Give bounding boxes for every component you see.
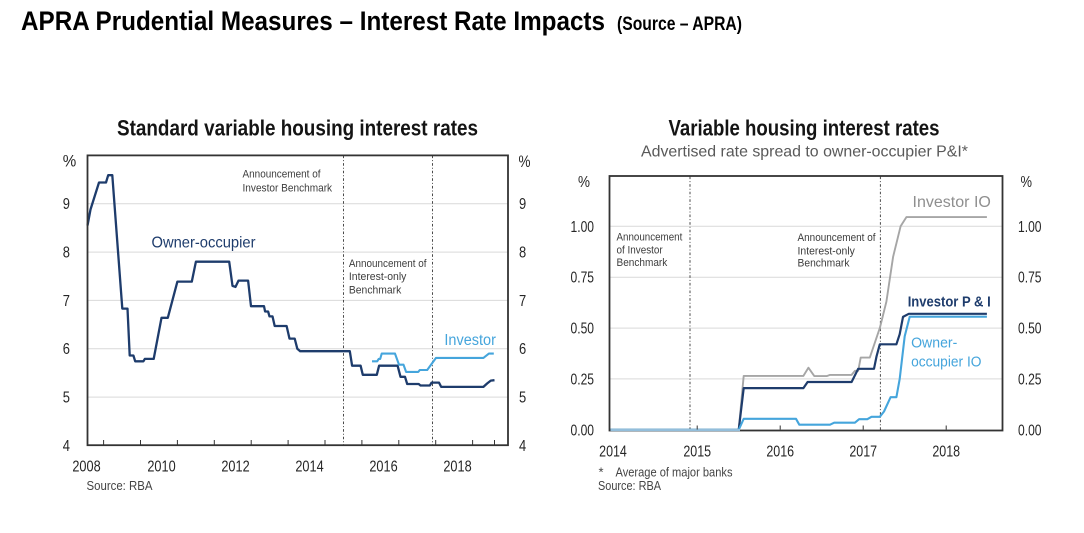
- svg-text:2010: 2010: [147, 459, 175, 476]
- svg-text:Announcement of: Announcement of: [798, 232, 877, 244]
- svg-text:5: 5: [519, 390, 526, 407]
- svg-text:0.75: 0.75: [571, 270, 595, 287]
- svg-text:0.50: 0.50: [1018, 321, 1042, 338]
- svg-text:occupier IO: occupier IO: [911, 354, 981, 371]
- svg-text:Owner-: Owner-: [911, 335, 957, 352]
- svg-text:Benchmark: Benchmark: [798, 258, 850, 270]
- svg-text:2008: 2008: [72, 459, 100, 476]
- svg-text:Variable housing interest rate: Variable housing interest rates: [669, 116, 940, 141]
- svg-text:Interest-only: Interest-only: [349, 271, 407, 283]
- svg-text:6: 6: [63, 341, 70, 358]
- svg-text:8: 8: [519, 245, 526, 262]
- svg-text:Investor Benchmark: Investor Benchmark: [243, 183, 333, 195]
- svg-text:8: 8: [63, 245, 70, 262]
- svg-text:Average of major banks: Average of major banks: [616, 465, 733, 480]
- svg-text:%: %: [1021, 174, 1033, 191]
- svg-text:Benchmark: Benchmark: [349, 284, 402, 296]
- svg-text:7: 7: [63, 293, 70, 310]
- svg-text:Source: RBA: Source: RBA: [87, 478, 153, 493]
- svg-text:2015: 2015: [683, 444, 711, 461]
- svg-text:0.50: 0.50: [571, 321, 595, 338]
- svg-text:9: 9: [63, 196, 70, 213]
- svg-text:*: *: [599, 465, 604, 480]
- svg-text:Announcement: Announcement: [617, 232, 683, 244]
- svg-text:Source: RBA: Source: RBA: [598, 478, 661, 493]
- svg-text:6: 6: [519, 341, 526, 358]
- svg-text:Investor IO: Investor IO: [913, 194, 991, 211]
- svg-text:0.25: 0.25: [1018, 371, 1042, 388]
- svg-text:2018: 2018: [932, 444, 960, 461]
- svg-text:%: %: [578, 174, 590, 191]
- svg-text:2012: 2012: [221, 459, 249, 476]
- svg-text:2017: 2017: [849, 444, 877, 461]
- svg-text:Benchmark: Benchmark: [617, 257, 668, 269]
- svg-text:Advertised rate spread to owne: Advertised rate spread to owner-occupier…: [641, 143, 968, 160]
- svg-text:2018: 2018: [443, 459, 471, 476]
- svg-text:%: %: [63, 152, 77, 171]
- svg-text:APRA Prudential Measures – Int: APRA Prudential Measures – Interest Rate…: [21, 6, 605, 36]
- svg-text:%: %: [519, 152, 531, 171]
- svg-text:7: 7: [519, 293, 526, 310]
- svg-text:Announcement of: Announcement of: [243, 169, 322, 181]
- svg-text:Standard variable housing inte: Standard variable housing interest rates: [117, 116, 478, 141]
- svg-text:4: 4: [519, 438, 526, 455]
- svg-text:Investor: Investor: [444, 332, 496, 349]
- svg-text:1.00: 1.00: [1018, 219, 1042, 236]
- svg-text:2014: 2014: [599, 444, 627, 461]
- svg-text:0.25: 0.25: [571, 371, 595, 388]
- svg-text:Announcement of: Announcement of: [349, 258, 427, 270]
- svg-text:0.75: 0.75: [1018, 270, 1042, 287]
- svg-text:9: 9: [519, 196, 526, 213]
- svg-text:2016: 2016: [369, 459, 397, 476]
- svg-text:0.00: 0.00: [1018, 422, 1042, 439]
- svg-text:5: 5: [63, 390, 70, 407]
- svg-text:4: 4: [63, 438, 70, 455]
- svg-text:(Source – APRA): (Source – APRA): [617, 14, 742, 35]
- svg-text:0.00: 0.00: [571, 422, 595, 439]
- svg-text:of Investor: of Investor: [617, 244, 664, 256]
- svg-text:Owner-occupier: Owner-occupier: [152, 235, 257, 252]
- svg-text:1.00: 1.00: [571, 219, 595, 236]
- svg-text:2016: 2016: [766, 444, 794, 461]
- svg-text:Interest-only: Interest-only: [798, 245, 856, 257]
- svg-text:Investor P & I: Investor P & I: [908, 294, 991, 311]
- svg-text:2014: 2014: [295, 459, 323, 476]
